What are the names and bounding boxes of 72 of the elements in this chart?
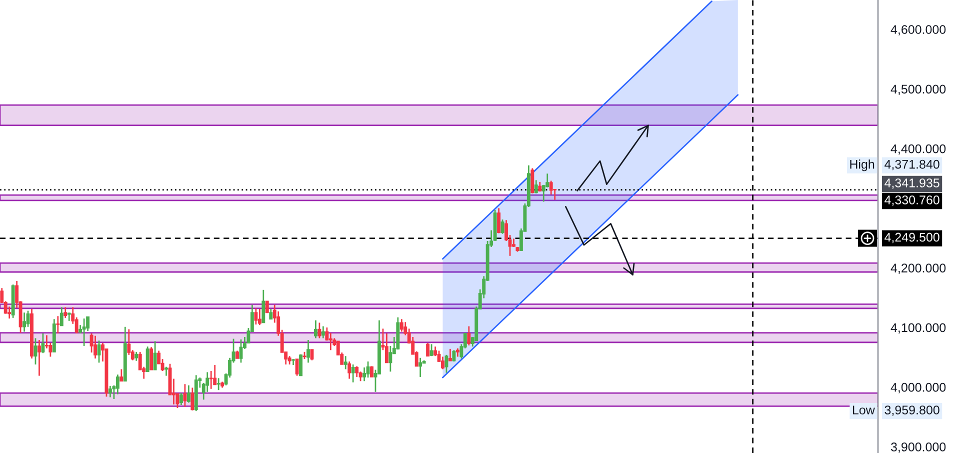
candlestick: [441, 356, 444, 370]
candlestick: [310, 348, 314, 361]
candlestick: [426, 342, 430, 357]
candlestick: [452, 349, 456, 362]
candlestick: [41, 332, 45, 354]
candlestick: [318, 322, 322, 339]
candlestick: [321, 326, 325, 339]
candlestick: [384, 332, 388, 364]
candlestick: [254, 308, 258, 326]
y-tick-label: 4,600.000: [890, 25, 946, 36]
candlestick: [299, 354, 302, 376]
candlestick: [538, 181, 542, 192]
candlestick: [262, 289, 266, 324]
candlestick: [82, 318, 86, 347]
candlestick: [400, 318, 404, 332]
candlestick: [216, 377, 220, 391]
candlestick: [153, 340, 157, 370]
candlestick: [120, 368, 124, 382]
text: 3,959.800: [884, 406, 940, 416]
ref-line-label: 4,330.760: [884, 196, 940, 206]
annotation: Low: [852, 406, 875, 414]
y-tick-label: 4,500.000: [890, 84, 946, 96]
candlestick: [348, 360, 352, 380]
candlestick: [351, 364, 355, 384]
candlestick: [190, 387, 194, 412]
ref-line-label: 4,249.500: [884, 232, 940, 244]
candlestick: [94, 335, 97, 360]
candlestick: [38, 339, 41, 376]
y-tick-label: 4,200.000: [890, 264, 946, 274]
candlestick: [366, 360, 370, 378]
y-tick-label: 4,100.000: [890, 323, 946, 334]
candlestick: [60, 306, 64, 326]
candlestick: [183, 383, 187, 408]
candlestick: [370, 366, 374, 378]
candlestick: [344, 355, 348, 370]
text: 4,341.935: [884, 178, 940, 189]
candlestick: [56, 315, 60, 334]
candlestick: [239, 338, 243, 364]
candlestick: [269, 308, 273, 320]
candlestick: [355, 366, 359, 378]
candlestick: [213, 364, 217, 386]
candlestick: [179, 392, 183, 406]
y-tick-label: 3,900.000: [890, 442, 946, 453]
candlestick: [444, 354, 448, 374]
annotation: High: [850, 160, 874, 172]
candlestick: [418, 357, 422, 378]
candlestick: [8, 306, 12, 320]
candlestick: [44, 334, 48, 350]
candlestick: [22, 312, 26, 332]
candlestick: [146, 346, 150, 372]
y-tick-label: 4,400.000: [890, 144, 946, 155]
candlestick: [64, 306, 68, 319]
candlestick: [530, 168, 534, 194]
candlestick: [448, 348, 452, 362]
candlestick: [467, 326, 471, 346]
candlestick: [295, 358, 299, 376]
candlestick: [116, 374, 120, 395]
candlestick: [209, 370, 213, 390]
candlestick: [186, 384, 190, 404]
candlestick: [306, 339, 310, 364]
candlestick: [150, 346, 154, 370]
candlestick: [546, 172, 550, 188]
candlestick: [549, 180, 553, 196]
candlestick: [108, 385, 112, 398]
candlestick: [258, 308, 262, 326]
text: 4,371.840: [884, 160, 940, 170]
candlestick: [328, 332, 332, 351]
candlestick: [388, 345, 392, 372]
y-tick-label: 4,000.000: [890, 382, 946, 394]
candlestick: [534, 179, 538, 194]
candlestick: [497, 207, 501, 234]
candlestick: [314, 320, 318, 339]
